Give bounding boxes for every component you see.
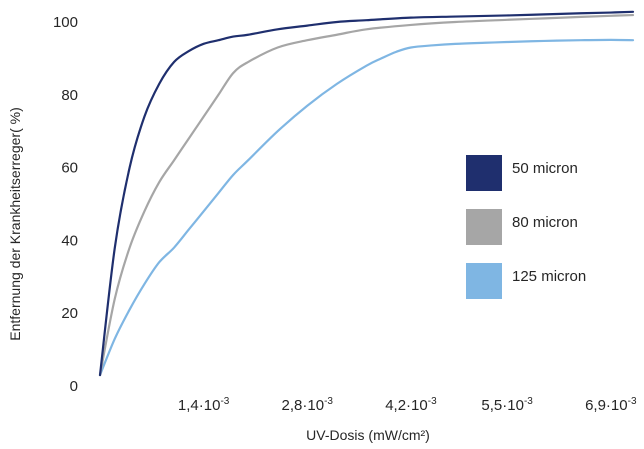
x-axis-ticks: 1,4·10-3 2,8·10-3 4,2·10-3 5,5·10-3 6,9·10-3 xyxy=(178,396,637,414)
series-line-2 xyxy=(98,13,635,377)
y-tick-label: 100 xyxy=(53,14,78,31)
x-tick-label: 1,4·10-3 xyxy=(178,396,230,414)
series-line-1 xyxy=(98,10,635,377)
y-tick-label: 40 xyxy=(61,232,78,249)
y-tick-label: 0 xyxy=(70,378,78,395)
x-axis-title: UV-Dosis (mW/cm²) xyxy=(306,427,430,443)
legend-label-2: 80 micron xyxy=(512,214,578,231)
y-axis-ticks: 0 20 40 60 80 100 xyxy=(53,14,78,395)
legend-swatch-2 xyxy=(466,209,502,245)
series-line-3 xyxy=(98,38,635,377)
x-tick-label: 6,9·10-3 xyxy=(585,396,637,414)
legend-swatch-3 xyxy=(466,263,502,299)
legend-swatch-1 xyxy=(466,155,502,191)
series-lines xyxy=(98,10,635,377)
y-tick-label: 80 xyxy=(61,87,78,104)
legend-label-3: 125 micron xyxy=(512,268,586,285)
x-tick-label: 5,5·10-3 xyxy=(481,396,533,414)
y-axis-title: Entfernung der Krankheitserreger( %) xyxy=(7,107,23,340)
x-tick-label: 4,2·10-3 xyxy=(385,396,437,414)
y-tick-label: 20 xyxy=(61,305,78,322)
legend-label-1: 50 micron xyxy=(512,160,578,177)
legend: 50 micron 80 micron 125 micron xyxy=(466,155,586,299)
y-tick-label: 60 xyxy=(61,160,78,177)
x-tick-label: 2,8·10-3 xyxy=(282,396,334,414)
